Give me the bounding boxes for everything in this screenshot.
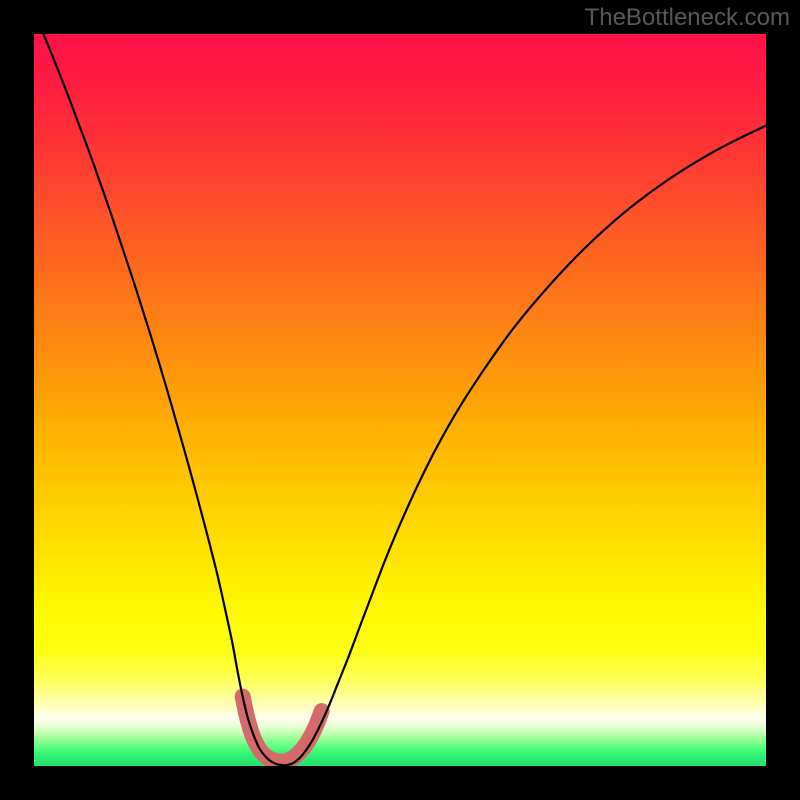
- chart-svg: [0, 0, 800, 800]
- bottleneck-chart: TheBottleneck.com: [0, 0, 800, 800]
- watermark-text: TheBottleneck.com: [585, 4, 790, 32]
- plot-background: [34, 34, 766, 766]
